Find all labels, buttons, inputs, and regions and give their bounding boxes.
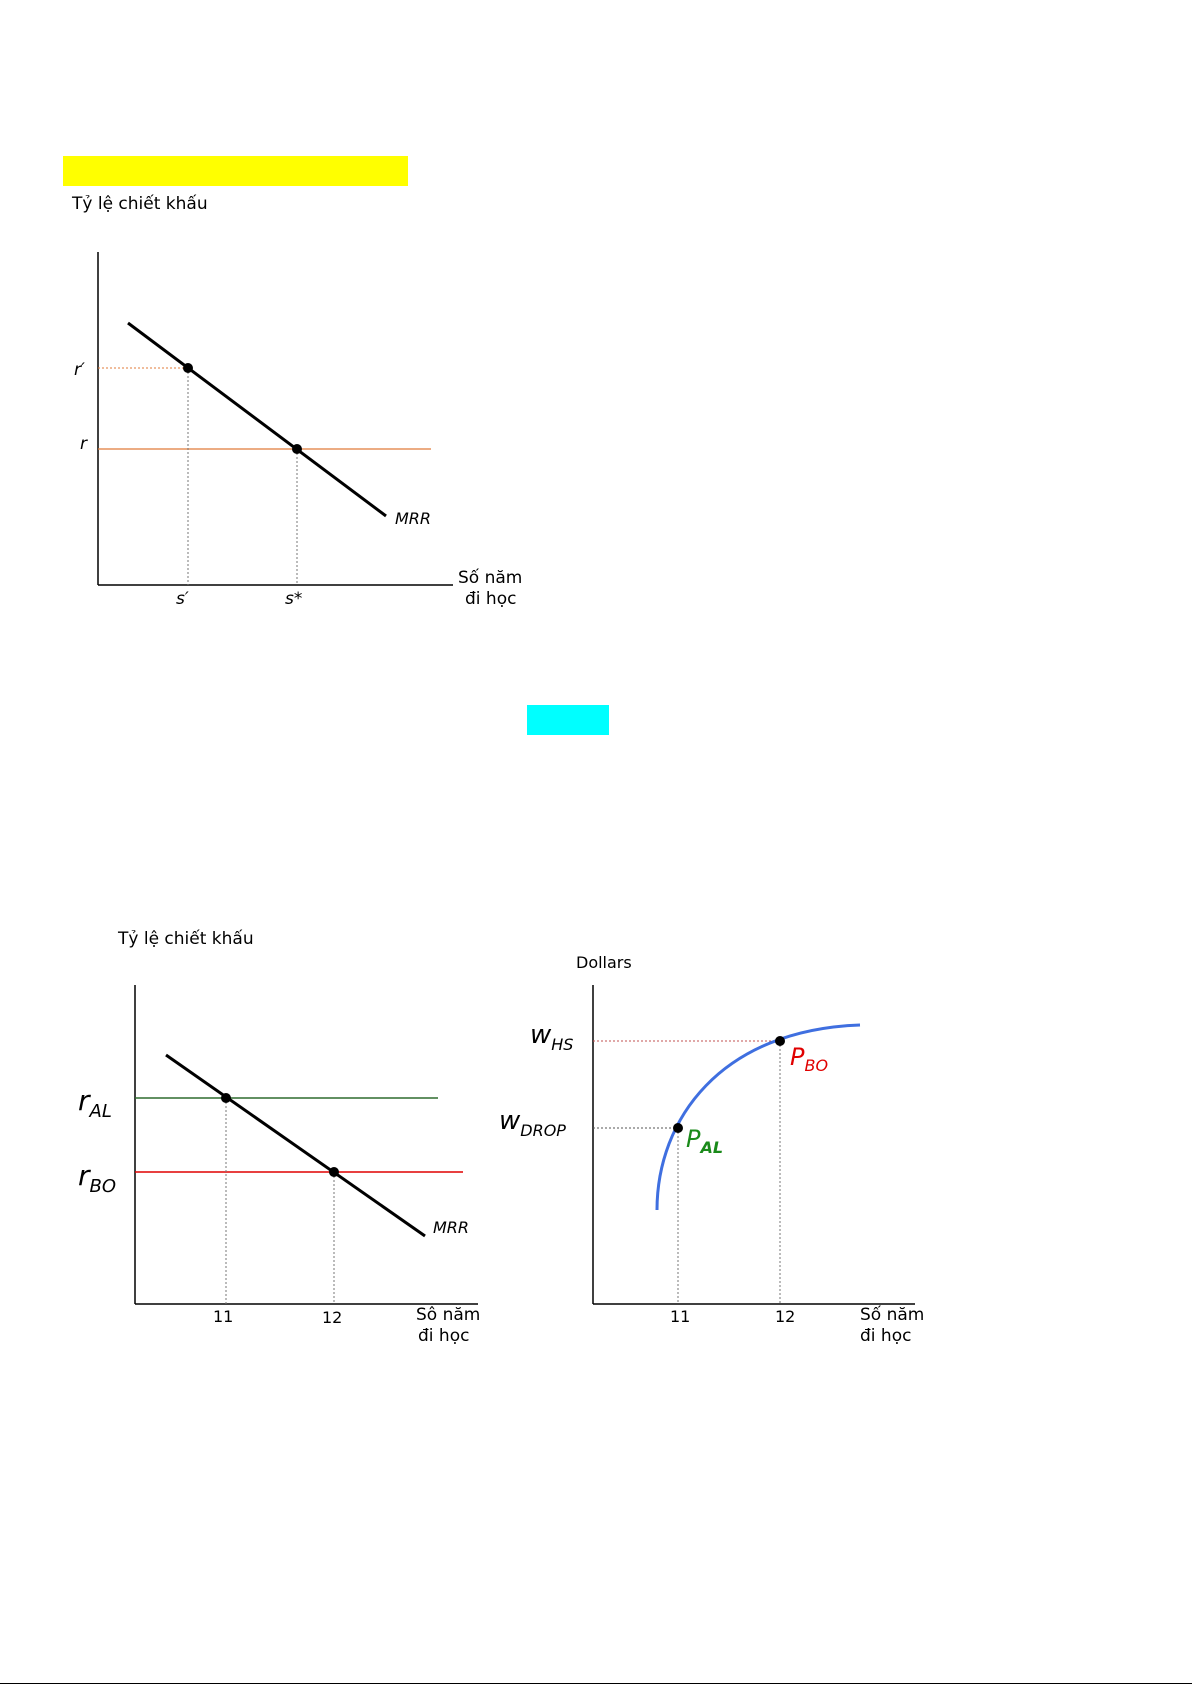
fig2-left-x-label-line2: đi học	[418, 1326, 469, 1346]
fig2-right-tick-12: 12	[775, 1307, 795, 1326]
fig2-right-y-axis-label: Dollars	[576, 953, 632, 972]
fig1-tick-r-prime: r′	[74, 360, 85, 380]
fig1-tick-r: r	[80, 434, 88, 454]
fig2-left-x-label-line1: Sô năm	[416, 1305, 480, 1325]
cyan-highlight-bar	[527, 705, 609, 735]
fig2-r-bo-label: rBO	[78, 1159, 116, 1197]
fig2-p-al-label: PAL	[686, 1125, 723, 1157]
fig1-mrr-label: MRR	[395, 509, 431, 528]
fig2-p-bo-label: PBO	[790, 1043, 828, 1075]
fig2-mrr-line	[165, 1053, 426, 1238]
fig2-point-p-bo	[775, 1036, 785, 1046]
fig1-point-r	[292, 444, 302, 454]
fig2-point-bo	[329, 1167, 339, 1177]
fig2-right-tick-11: 11	[670, 1307, 690, 1326]
fig2-right-x-label-line1: Số năm	[860, 1304, 924, 1325]
fig1-x-label-line2: đi học	[465, 589, 516, 609]
fig1-tick-s-star: s*	[285, 589, 302, 609]
fig2-left-axes	[134, 985, 478, 1305]
fig1-tick-s-prime: s′	[176, 589, 189, 609]
fig2-r-al-label: rAL	[78, 1084, 112, 1122]
fig1-mrr-line	[127, 321, 387, 518]
fig2-left-tick-12: 12	[322, 1308, 342, 1327]
fig2-left-tick-11: 11	[213, 1307, 233, 1326]
fig2-point-al	[221, 1093, 231, 1103]
fig2-earnings-curve	[655, 1023, 861, 1211]
fig2-w-hs-label: wHS	[530, 1020, 573, 1054]
fig2-point-p-al	[673, 1123, 683, 1133]
footer-divider	[0, 1683, 1192, 1684]
fig2-mrr-label: MRR	[433, 1218, 469, 1237]
fig2-right-axes	[592, 985, 915, 1305]
fig1-axes	[97, 252, 453, 586]
fig2-right-x-label-line2: đi học	[860, 1326, 911, 1346]
fig1-point-r-prime	[183, 363, 193, 373]
fig1-x-label-line1: Số năm	[458, 567, 522, 588]
fig1-y-axis-label: Tỷ lệ chiết khấu	[72, 194, 208, 214]
fig2-w-drop-label: wDROP	[499, 1106, 566, 1140]
yellow-highlight-bar	[63, 156, 408, 186]
fig2-left-y-axis-label: Tỷ lệ chiết khấu	[118, 929, 254, 949]
